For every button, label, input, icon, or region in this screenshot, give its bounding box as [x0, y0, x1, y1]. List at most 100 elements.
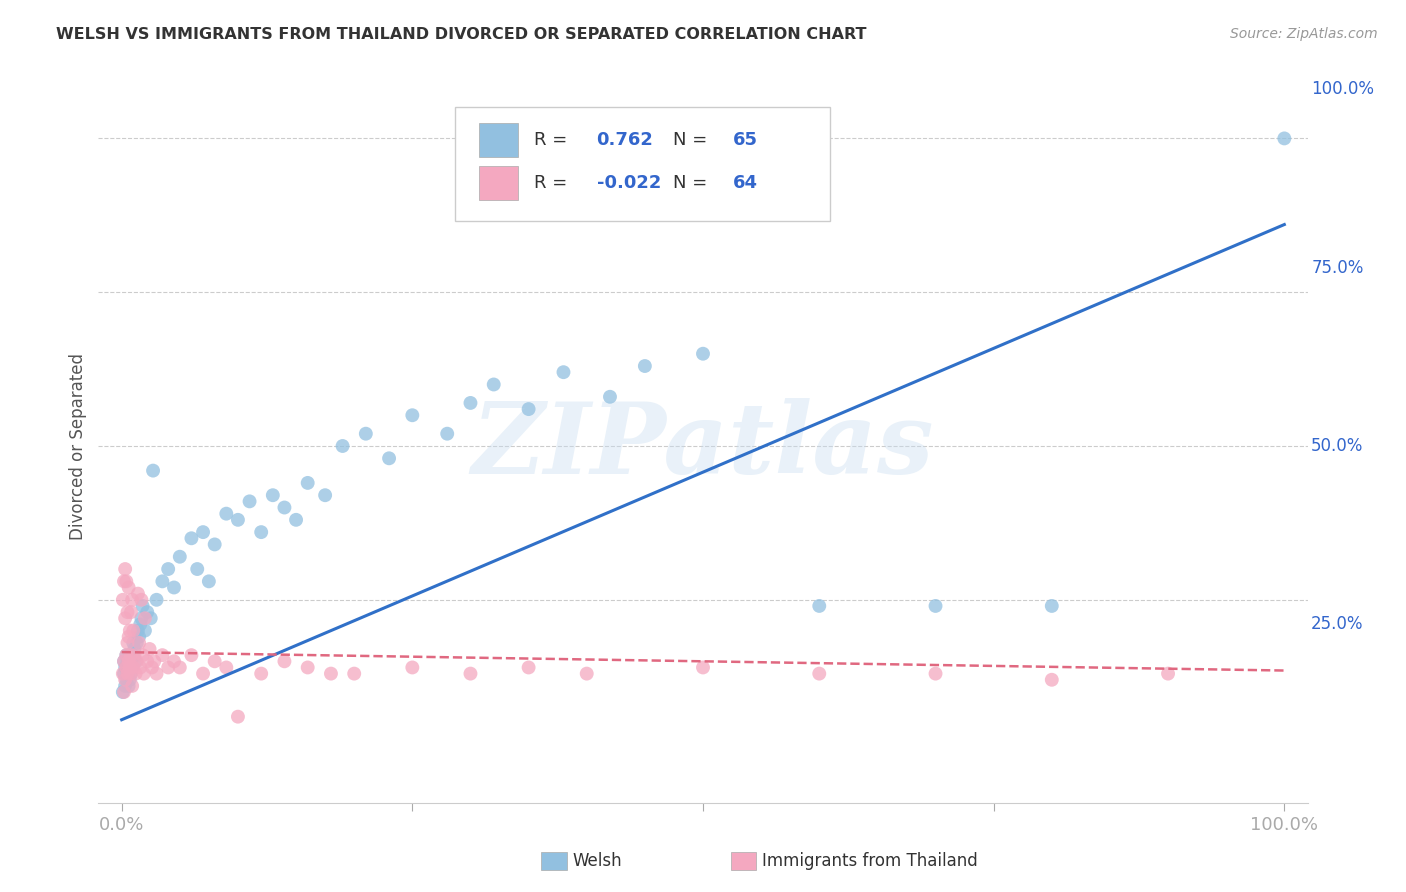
Point — [115, 574, 138, 589]
Point — [131, 599, 153, 613]
Point — [239, 494, 262, 508]
Point — [117, 636, 139, 650]
Point — [250, 666, 273, 681]
Point — [121, 660, 143, 674]
Point — [314, 488, 336, 502]
Point — [122, 648, 145, 662]
Point — [157, 562, 180, 576]
Point — [460, 666, 482, 681]
Point — [215, 507, 238, 521]
Point — [599, 390, 621, 404]
Point — [143, 654, 166, 668]
Point — [198, 574, 221, 589]
Point — [354, 426, 377, 441]
Point — [131, 592, 153, 607]
Point — [250, 525, 273, 540]
Text: 50.0%: 50.0% — [1312, 437, 1364, 455]
Point — [285, 513, 308, 527]
Point — [111, 592, 134, 607]
Point — [118, 581, 141, 595]
Point — [117, 605, 139, 619]
Text: 64: 64 — [734, 174, 758, 192]
Point — [129, 617, 152, 632]
Point — [273, 500, 295, 515]
Point — [553, 365, 575, 379]
FancyBboxPatch shape — [479, 123, 517, 157]
Point — [517, 402, 540, 417]
Point — [186, 562, 208, 576]
Text: 75.0%: 75.0% — [1312, 259, 1364, 277]
Point — [692, 347, 714, 361]
Point — [115, 648, 138, 662]
Point — [112, 574, 135, 589]
Point — [117, 666, 139, 681]
Point — [112, 654, 135, 668]
Point — [120, 648, 142, 662]
Point — [134, 611, 156, 625]
Point — [332, 439, 354, 453]
Point — [262, 488, 284, 502]
Point — [118, 679, 141, 693]
Text: Welsh: Welsh — [572, 852, 621, 870]
Point — [924, 666, 946, 681]
Point — [124, 648, 146, 662]
Point — [180, 531, 202, 545]
Point — [460, 396, 482, 410]
Point — [120, 666, 142, 681]
FancyBboxPatch shape — [456, 107, 830, 221]
Text: 65: 65 — [734, 131, 758, 149]
Point — [112, 654, 135, 668]
Text: -0.022: -0.022 — [596, 174, 661, 192]
Point — [1040, 673, 1063, 687]
Point — [114, 660, 136, 674]
Point — [120, 666, 142, 681]
Point — [125, 636, 148, 650]
Point — [131, 648, 153, 662]
Point — [924, 599, 946, 613]
Point — [319, 666, 342, 681]
Y-axis label: Divorced or Separated: Divorced or Separated — [69, 352, 87, 540]
Point — [163, 654, 186, 668]
Point — [145, 666, 167, 681]
Point — [127, 624, 149, 638]
Point — [808, 666, 831, 681]
Point — [378, 451, 401, 466]
Point — [120, 605, 142, 619]
Point — [482, 377, 505, 392]
Point — [634, 359, 657, 373]
Point — [111, 685, 134, 699]
Point — [115, 673, 138, 687]
Point — [121, 592, 143, 607]
Point — [142, 464, 165, 478]
Point — [141, 660, 163, 674]
Point — [134, 624, 156, 638]
Point — [169, 660, 191, 674]
Point — [111, 666, 134, 681]
Point — [115, 648, 138, 662]
Text: 0.762: 0.762 — [596, 131, 654, 149]
Point — [343, 666, 366, 681]
Point — [150, 574, 173, 589]
Point — [226, 513, 249, 527]
Point — [115, 660, 138, 674]
Point — [122, 660, 145, 674]
Point — [138, 642, 160, 657]
Point — [1157, 666, 1180, 681]
Point — [128, 636, 150, 650]
Point — [131, 611, 153, 625]
Point — [692, 660, 714, 674]
Point — [120, 654, 142, 668]
Point — [122, 624, 145, 638]
Point — [1272, 131, 1295, 145]
Point — [436, 426, 458, 441]
Text: Immigrants from Thailand: Immigrants from Thailand — [762, 852, 977, 870]
Point — [1040, 599, 1063, 613]
Point — [114, 679, 136, 693]
Point — [117, 666, 139, 681]
Point — [129, 660, 152, 674]
Point — [117, 654, 139, 668]
Point — [125, 654, 148, 668]
Point — [118, 660, 141, 674]
Point — [273, 654, 295, 668]
Point — [118, 654, 141, 668]
